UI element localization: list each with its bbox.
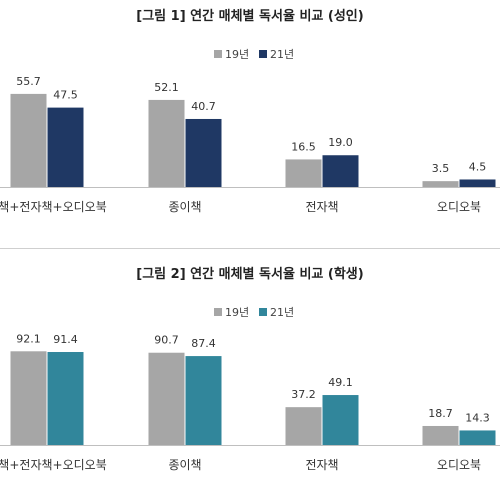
data-label-2-4: 4.5 xyxy=(469,160,487,173)
bar-2-3 xyxy=(322,395,359,445)
legend: 19년 21년 xyxy=(214,48,294,61)
bar-1-3 xyxy=(285,407,322,445)
data-label-1-3: 37.2 xyxy=(291,388,316,401)
bar-1-1 xyxy=(10,351,47,445)
bar-1-3 xyxy=(285,159,322,187)
legend-swatch-1 xyxy=(214,50,222,58)
data-label-1-2: 52.1 xyxy=(154,81,179,94)
legend-label-2: 21년 xyxy=(270,48,294,61)
bar-1-4 xyxy=(422,425,459,445)
bar-2-2 xyxy=(185,118,222,187)
divider xyxy=(0,248,500,249)
category-label-4: 오디오북 xyxy=(437,458,481,472)
bar-1-2 xyxy=(148,99,185,187)
category-label-1: 이책+전자책+오디오북 xyxy=(0,199,107,214)
category-label-4: 오디오북 xyxy=(437,200,481,214)
legend-swatch-1 xyxy=(214,308,222,316)
bar-2-1 xyxy=(47,107,84,187)
data-label-1-4: 3.5 xyxy=(432,162,450,175)
chart-title: [그림 1] 연간 매체별 독서율 비교 (성인) xyxy=(136,9,364,24)
bar-1-2 xyxy=(148,352,185,445)
bar-2-4 xyxy=(459,179,496,187)
data-label-2-3: 19.0 xyxy=(328,136,353,149)
data-label-2-1: 91.4 xyxy=(53,333,78,346)
legend: 19년 21년 xyxy=(214,306,294,319)
bar-2-4 xyxy=(459,430,496,445)
data-label-2-2: 87.4 xyxy=(191,337,216,350)
legend-swatch-2 xyxy=(259,50,267,58)
category-label-1: 이책+전자책+오디오북 xyxy=(0,457,107,472)
legend-label-1: 19년 xyxy=(225,306,249,319)
legend-label-1: 19년 xyxy=(225,48,249,61)
chart-panel-student: [그림 2] 연간 매체별 독서율 비교 (학생) ( 19년21년92.191… xyxy=(0,258,500,498)
bar-chart-student: 19년 21년 92.1 91.4 이책+전자책+오디오북 90.7 87.4 종이책 37.2… xyxy=(0,306,500,472)
category-label-3: 전자책 xyxy=(305,457,338,472)
bar-2-2 xyxy=(185,356,222,445)
category-label-2: 종이책 xyxy=(168,457,201,472)
data-label-1-2: 90.7 xyxy=(154,334,179,347)
bar-2-1 xyxy=(47,352,84,445)
legend-swatch-2 xyxy=(259,308,267,316)
data-label-1-3: 16.5 xyxy=(291,140,316,153)
data-label-1-1: 55.7 xyxy=(16,75,41,88)
data-label-2-4: 14.3 xyxy=(465,411,490,424)
data-label-2-2: 40.7 xyxy=(191,100,216,113)
category-label-2: 종이책 xyxy=(168,199,201,214)
chart-title: [그림 2] 연간 매체별 독서율 비교 (학생) xyxy=(136,267,364,282)
bar-chart-adult: 19년 21년 55.7 47.5 이책+전자책+오디오북 52.1 40.7 종이책 16.5… xyxy=(0,48,500,214)
data-label-2-1: 47.5 xyxy=(53,89,78,102)
chart-panel-adult: [그림 1] 연간 매체별 독서율 비교 (성인) ( 19년21년55.747… xyxy=(0,0,500,240)
category-label-3: 전자책 xyxy=(305,199,338,214)
data-label-2-3: 49.1 xyxy=(328,376,353,389)
data-label-1-1: 92.1 xyxy=(16,332,41,345)
bar-2-3 xyxy=(322,155,359,187)
data-label-1-4: 18.7 xyxy=(428,407,453,420)
legend-label-2: 21년 xyxy=(270,306,294,319)
bar-1-1 xyxy=(10,93,47,187)
bar-1-4 xyxy=(422,181,459,187)
